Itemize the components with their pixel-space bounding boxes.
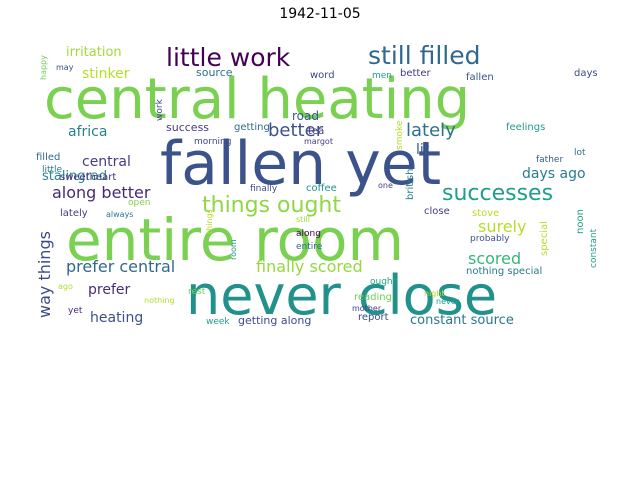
cloud-word: getting [234,122,270,133]
cloud-word: work [155,98,165,121]
cloud-word: close [424,206,450,217]
cloud-word: still [296,215,310,224]
cloud-word: stinker [82,66,130,82]
cloud-word: still filled [368,41,481,70]
cloud-word: filled [36,152,60,163]
cloud-word: heating [90,310,143,326]
cloud-word: men [372,71,392,81]
cloud-word: lately [60,208,88,219]
cloud-word: little [42,165,63,175]
cloud-word: finally scored [256,257,363,276]
cloud-word: central heating [44,67,470,132]
cloud-word: rest [188,287,206,297]
cloud-word: lot [574,148,586,158]
cloud-word: never close [186,264,497,327]
cloud-word: reading [354,292,392,303]
cloud-word: feelings [506,122,545,133]
cloud-word: sweetheart [60,172,116,183]
cloud-word: better [400,68,431,79]
cloud-word: finally [250,184,278,194]
cloud-word: better [268,120,324,141]
cloud-word: scored [468,249,521,268]
cloud-word: mother [352,304,382,313]
cloud-word: british [405,169,416,200]
cloud-word: source [196,66,233,79]
cloud-word: successes [442,181,553,206]
cloud-word: prefer central [66,257,175,276]
cloud-word: road [292,109,319,123]
cloud-word: ought [370,277,397,287]
cloud-word: lately [406,120,456,141]
cloud-word: surely [478,217,526,236]
cloud-word: fallen yet [160,129,441,199]
cloud-word: irritation [66,45,122,60]
cloud-word: probably [470,234,510,244]
cloud-word: days [574,68,598,79]
cloud-word: happy [39,55,48,80]
cloud-word: constant source [410,313,514,328]
cloud-word: father [536,155,563,165]
cloud-word: prefer [88,282,130,298]
cloud-word: nothing special [466,266,542,277]
cloud-word: lit [416,142,430,158]
cloud-word: stove [472,208,499,219]
cloud-word: report [358,312,389,323]
cloud-word: morning [194,137,231,147]
cloud-word: entire [296,242,323,252]
cloud-word: room [229,239,238,260]
cloud-word: margot [304,137,333,146]
cloud-word: constant [589,228,599,268]
cloud-word: open [128,198,150,208]
cloud-word: one [378,181,393,190]
cloud-word: ago [58,282,73,291]
figure-title: 1942-11-05 [279,6,361,22]
cloud-word: success [166,121,209,134]
cloud-word: always [106,210,133,219]
cloud-word: coffee [306,183,337,194]
cloud-word: entire room [66,206,404,274]
cloud-word: tea [308,126,324,137]
cloud-word: africa [68,124,107,140]
cloud-word: week [206,317,230,327]
cloud-word: along better [52,183,151,202]
cloud-word: things [205,209,214,234]
cloud-word: things ought [202,193,341,218]
cloud-word: little work [166,43,291,72]
cloud-word: yet [68,306,83,316]
cloud-word: along [296,229,321,239]
cloud-word: noon [575,209,586,234]
cloud-word: stalingrad [42,169,107,184]
cloud-word: may [56,63,74,72]
cloud-word: way things [35,231,54,318]
cloud-word: night [424,289,445,298]
cloud-word: central [82,154,131,170]
cloud-word: word [310,70,335,81]
cloud-word: fallen [466,72,494,83]
cloud-word: nothing [144,296,175,305]
cloud-word: special [539,221,550,256]
cloud-word: getting along [238,314,311,327]
cloud-word: never [436,297,460,306]
cloud-word: days ago [522,166,586,182]
cloud-word: smoke [395,120,405,150]
